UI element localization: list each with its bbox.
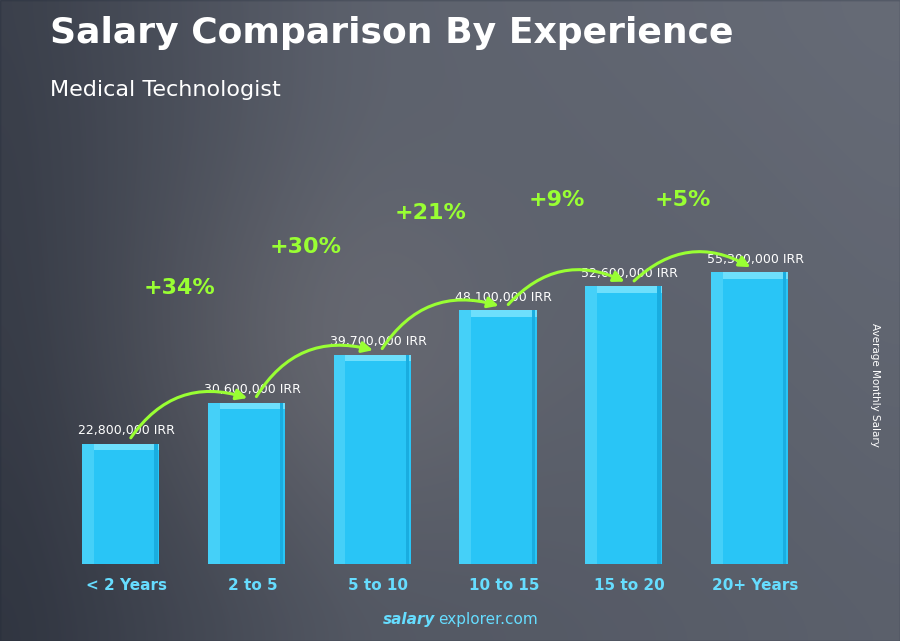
Text: 55,300,000 IRR: 55,300,000 IRR — [706, 253, 804, 266]
Bar — [220, 403, 285, 564]
Text: 22,800,000 IRR: 22,800,000 IRR — [78, 424, 176, 437]
Text: 52,600,000 IRR: 52,600,000 IRR — [581, 267, 678, 280]
Text: 48,100,000 IRR: 48,100,000 IRR — [455, 291, 553, 304]
Text: +34%: +34% — [144, 278, 215, 297]
Text: 30,600,000 IRR: 30,600,000 IRR — [204, 383, 301, 396]
Bar — [155, 444, 157, 564]
Polygon shape — [208, 403, 220, 564]
Bar — [220, 403, 285, 409]
Bar — [94, 444, 159, 564]
Bar — [783, 272, 787, 564]
Bar — [472, 310, 536, 564]
Text: Average Monthly Salary: Average Monthly Salary — [870, 322, 880, 447]
Text: Medical Technologist: Medical Technologist — [50, 80, 280, 100]
Bar — [657, 287, 661, 564]
Bar — [532, 310, 535, 564]
Polygon shape — [459, 310, 472, 564]
Text: +9%: +9% — [528, 190, 585, 210]
Bar — [346, 354, 410, 564]
Text: +30%: +30% — [269, 237, 341, 257]
Text: explorer.com: explorer.com — [438, 612, 538, 627]
Bar — [597, 287, 662, 564]
Polygon shape — [585, 287, 597, 564]
Text: +5%: +5% — [654, 190, 711, 210]
Bar — [280, 403, 284, 564]
Polygon shape — [82, 444, 94, 564]
Bar — [346, 354, 410, 361]
Text: 39,700,000 IRR: 39,700,000 IRR — [329, 335, 427, 348]
Text: +21%: +21% — [395, 203, 467, 223]
Polygon shape — [711, 272, 723, 564]
Text: Salary Comparison By Experience: Salary Comparison By Experience — [50, 16, 733, 50]
Polygon shape — [334, 354, 346, 564]
Bar — [94, 444, 159, 450]
Bar — [723, 272, 788, 564]
Bar — [723, 272, 788, 279]
Bar — [597, 287, 662, 293]
Bar — [406, 354, 410, 564]
Text: salary: salary — [382, 612, 435, 627]
Bar — [472, 310, 536, 317]
